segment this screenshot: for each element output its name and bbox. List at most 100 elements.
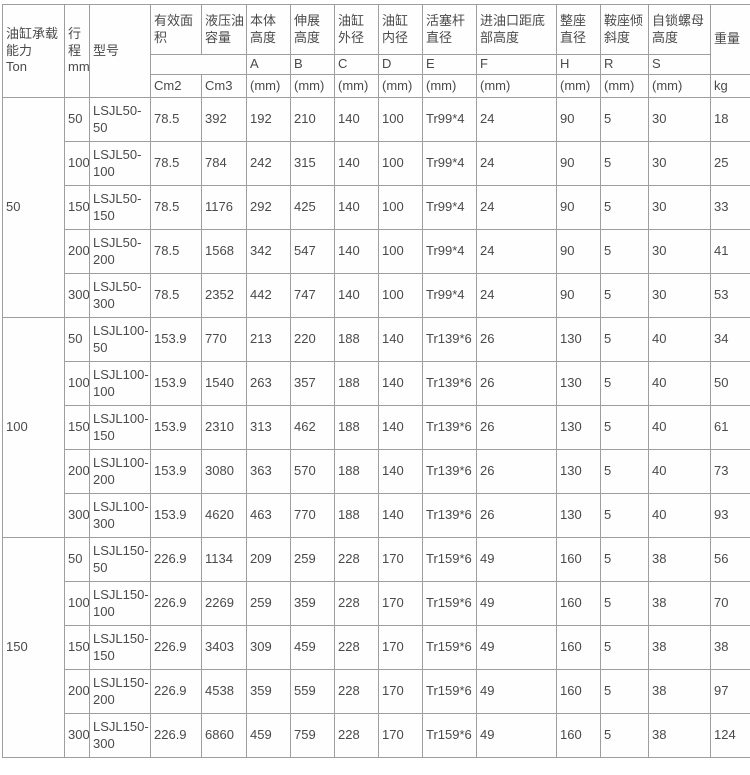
saddle-slope-cell: 5 (600, 185, 649, 230)
area-cell: 78.5 (150, 273, 202, 318)
model-cell: LSJL100-200 (89, 449, 151, 494)
header-spec-label-nut-height: 自锁螺母高度 (648, 4, 711, 55)
model-cell: LSJL100-50 (89, 317, 151, 362)
area-cell: 226.9 (150, 581, 202, 626)
nut-height-cell: 40 (648, 317, 711, 362)
nut-height-cell: 30 (648, 273, 711, 318)
volume-cell: 2269 (201, 581, 247, 626)
header-spec-label-body-height: 本体高度 (246, 4, 291, 55)
stroke-cell: 50 (64, 97, 90, 142)
capacity-cell: 150 (2, 537, 65, 758)
saddle-slope-cell: 5 (600, 669, 649, 714)
stroke-cell: 200 (64, 449, 90, 494)
piston-rod-cell: Tr139*6 (422, 493, 477, 538)
body-height-cell: 259 (246, 581, 291, 626)
table-row: 150 LSJL50-150 78.5 1176 292 425 140 100 Tr99*4 2… (3, 185, 750, 230)
stroke-cell: 150 (64, 625, 90, 670)
table-header: 油缸承载能力 Ton 行程 mm 型号 有效面积 液压油容量 本体高度 伸展高度… (2, 4, 750, 98)
extended-height-cell: 759 (290, 713, 335, 758)
outer-dia-cell: 228 (334, 625, 379, 670)
weight-cell: 33 (710, 185, 750, 230)
volume-cell: 1568 (201, 229, 247, 274)
nut-height-cell: 40 (648, 361, 711, 406)
volume-cell: 4538 (201, 669, 247, 714)
header-row-labels: 油缸承载能力 Ton 行程 mm 型号 有效面积 液压油容量 本体高度 伸展高度… (2, 4, 750, 98)
model-cell: LSJL50-50 (89, 97, 151, 142)
weight-cell: 41 (710, 229, 750, 274)
body-height-cell: 192 (246, 97, 291, 142)
inlet-height-cell: 49 (476, 537, 557, 582)
piston-rod-cell: Tr159*6 (422, 537, 477, 582)
stroke-cell: 50 (64, 537, 90, 582)
model-cell: LSJL100-100 (89, 361, 151, 406)
base-dia-cell: 90 (556, 273, 601, 318)
header-letter-h: H (556, 54, 601, 75)
inlet-height-cell: 24 (476, 185, 557, 230)
table-row: 100 LSJL50-100 78.5 784 242 315 140 100 Tr99*4 24… (3, 141, 750, 186)
header-spec-label-extended-height: 伸展高度 (290, 4, 335, 55)
stroke-cell: 200 (64, 669, 90, 714)
base-dia-cell: 130 (556, 405, 601, 450)
piston-rod-cell: Tr159*6 (422, 581, 477, 626)
table-row: 150 LSJL150-150 226.9 3403 309 459 228 170 Tr159… (3, 625, 750, 670)
volume-cell: 392 (201, 97, 247, 142)
area-cell: 226.9 (150, 713, 202, 758)
table-row: 300 LSJL50-300 78.5 2352 442 747 140 100 Tr99*4 2… (3, 273, 750, 318)
outer-dia-cell: 140 (334, 273, 379, 318)
table-row: 150 50 LSJL150-50 226.9 1134 209 259 228 170 Tr15… (2, 537, 750, 758)
saddle-slope-cell: 5 (600, 317, 649, 362)
weight-cell: 25 (710, 141, 750, 186)
header-unit-c: (mm) (334, 74, 379, 98)
header-unit-area: Cm2 (150, 74, 202, 98)
inlet-height-cell: 24 (476, 97, 557, 142)
header-row-units: Cm2 Cm3 (mm) (mm) (mm) (mm) (mm) (mm) (m… (3, 74, 750, 98)
inlet-height-cell: 24 (476, 229, 557, 274)
table-row: 100 LSJL100-100 153.9 1540 263 357 188 140 Tr139… (3, 361, 750, 406)
area-cell: 226.9 (150, 669, 202, 714)
volume-cell: 2310 (201, 405, 247, 450)
area-cell: 226.9 (150, 537, 202, 582)
nut-height-cell: 38 (648, 625, 711, 670)
base-dia-cell: 130 (556, 493, 601, 538)
stroke-cell: 100 (64, 361, 90, 406)
nut-height-cell: 38 (648, 669, 711, 714)
header-unit-h: (mm) (556, 74, 601, 98)
body-height-cell: 459 (246, 713, 291, 758)
header-letter-a: A (246, 54, 291, 75)
nut-height-cell: 30 (648, 141, 711, 186)
base-dia-cell: 90 (556, 185, 601, 230)
inner-dia-cell: 100 (378, 229, 423, 274)
inlet-height-cell: 26 (476, 405, 557, 450)
outer-dia-cell: 228 (334, 713, 379, 758)
volume-cell: 3403 (201, 625, 247, 670)
header-spec-label-inner-dia: 油缸内径 (378, 4, 423, 55)
inlet-height-cell: 26 (476, 361, 557, 406)
header-unit-r: (mm) (600, 74, 649, 98)
inner-dia-cell: 170 (378, 625, 423, 670)
piston-rod-cell: Tr139*6 (422, 317, 477, 362)
table-row: 300 LSJL100-300 153.9 4620 463 770 188 140 Tr139… (3, 493, 750, 538)
weight-cell: 53 (710, 273, 750, 318)
inner-dia-cell: 140 (378, 493, 423, 538)
header-spec-label-saddle-slope: 鞍座倾斜度 (600, 4, 649, 55)
outer-dia-cell: 140 (334, 229, 379, 274)
weight-cell: 73 (710, 449, 750, 494)
cylinder-spec-table: 油缸承载能力 Ton 行程 mm 型号 有效面积 液压油容量 本体高度 伸展高度… (2, 4, 750, 758)
weight-cell: 38 (710, 625, 750, 670)
inner-dia-cell: 100 (378, 141, 423, 186)
extended-height-cell: 220 (290, 317, 335, 362)
extended-height-cell: 559 (290, 669, 335, 714)
table-row: 300 LSJL150-300 226.9 6860 459 759 228 170 Tr159… (3, 713, 750, 758)
base-dia-cell: 90 (556, 97, 601, 142)
weight-cell: 70 (710, 581, 750, 626)
header-unit-s: (mm) (648, 74, 711, 98)
stroke-cell: 300 (64, 713, 90, 758)
inner-dia-cell: 100 (378, 185, 423, 230)
inlet-height-cell: 49 (476, 625, 557, 670)
outer-dia-cell: 188 (334, 317, 379, 362)
model-cell: LSJL150-100 (89, 581, 151, 626)
table-row: 200 LSJL150-200 226.9 4538 359 559 228 170 Tr159… (3, 669, 750, 714)
inner-dia-cell: 140 (378, 449, 423, 494)
stroke-cell: 300 (64, 273, 90, 318)
nut-height-cell: 40 (648, 449, 711, 494)
